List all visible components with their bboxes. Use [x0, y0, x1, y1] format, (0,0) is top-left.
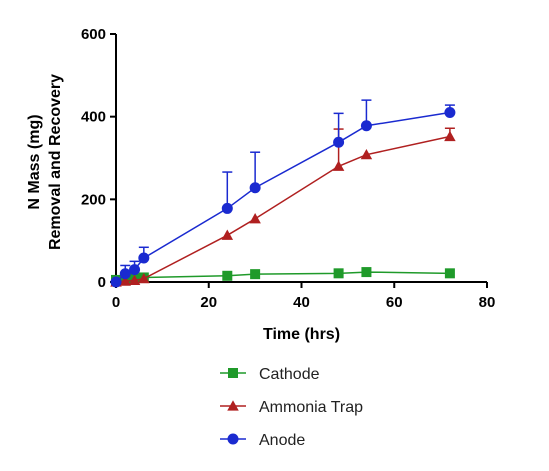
x-tick-label: 40 — [293, 294, 310, 311]
data-point — [333, 268, 344, 279]
y-tick-label: 400 — [81, 109, 106, 126]
y-axis-title-line-1: N Mass (mg) — [26, 114, 43, 209]
data-point — [332, 160, 345, 171]
data-point — [249, 182, 261, 194]
series-layer — [110, 99, 456, 288]
data-point — [129, 264, 141, 276]
data-point — [250, 269, 261, 280]
series-line — [115, 135, 451, 283]
series-line — [115, 271, 450, 281]
data-point — [128, 274, 141, 285]
data-point — [249, 213, 261, 224]
legend-item-ammonia-trap: Ammonia Trap — [220, 399, 363, 416]
data-point — [444, 268, 455, 279]
legend-item-cathode: Cathode — [220, 366, 320, 383]
axes: 0 200 400 600 0 20 40 60 80 — [81, 26, 495, 311]
y-tick-label: 0 — [98, 274, 106, 291]
x-tick-label: 20 — [200, 294, 217, 311]
x-tick-label: 60 — [386, 294, 403, 311]
data-point — [138, 272, 150, 284]
legend-label: Ammonia Trap — [259, 399, 363, 416]
series-anode — [110, 99, 456, 288]
y-axis-title-line-2: Removal and Recovery — [47, 74, 64, 250]
data-point — [119, 268, 131, 280]
data-point — [138, 252, 150, 264]
legend-label: Anode — [259, 432, 305, 449]
legend-marker — [228, 368, 238, 378]
data-point — [221, 202, 233, 214]
data-point — [221, 229, 234, 240]
legend-marker — [227, 400, 239, 411]
series-line — [115, 111, 451, 283]
data-point — [333, 136, 345, 148]
legend: Cathode Ammonia Trap Anode — [220, 366, 363, 449]
y-tick-label: 200 — [81, 191, 106, 208]
data-point — [360, 120, 372, 132]
x-axis-title: Time (hrs) — [263, 326, 340, 343]
data-point — [110, 276, 122, 288]
legend-marker — [227, 433, 239, 445]
legend-label: Cathode — [259, 366, 320, 383]
legend-item-anode: Anode — [220, 432, 305, 449]
data-point — [119, 275, 132, 286]
x-tick-label: 80 — [479, 294, 496, 311]
y-axis-title: N Mass (mg) Removal and Recovery — [26, 74, 64, 250]
data-point — [222, 270, 233, 281]
x-tick-label: 0 — [112, 294, 120, 311]
data-point — [361, 267, 372, 278]
data-point — [444, 107, 456, 119]
data-point — [444, 130, 456, 142]
y-tick-label: 600 — [81, 26, 106, 43]
data-point — [360, 148, 373, 160]
series-ammonia-trap — [110, 127, 456, 287]
